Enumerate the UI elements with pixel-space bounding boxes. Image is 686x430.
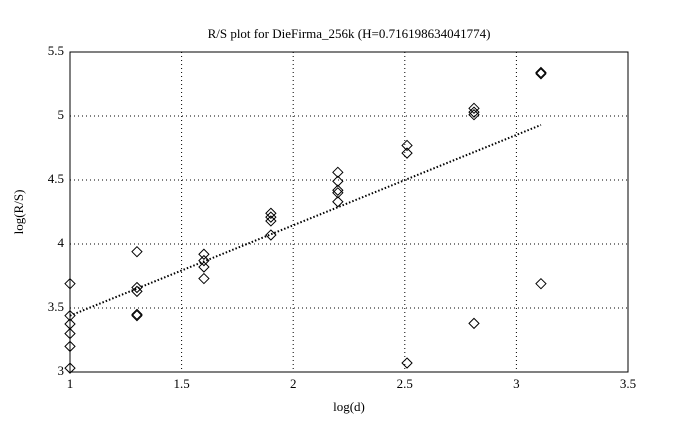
data-point: [131, 285, 143, 298]
data-point: [131, 281, 143, 294]
data-point: [131, 308, 143, 321]
data-point: [131, 309, 143, 322]
data-point: [535, 66, 547, 79]
data-point: [265, 207, 277, 219]
data-point: [265, 229, 277, 241]
data-point: [535, 68, 547, 80]
x-tick-label: 1: [67, 376, 74, 391]
data-point: [131, 245, 143, 258]
data-point: [332, 175, 344, 187]
y-tick-label: 3: [58, 363, 65, 378]
fit-line: [69, 124, 542, 317]
data-point: [265, 211, 277, 223]
data-point: [535, 277, 547, 290]
y-tick-label: 5: [58, 107, 65, 122]
plot-frame: [69, 51, 629, 373]
data-point: [64, 340, 76, 353]
x-tick-label: 1.5: [173, 376, 189, 391]
y-axis-label: log(R/S): [11, 190, 26, 235]
data-point: [265, 215, 277, 227]
y-tick-label: 4.5: [48, 171, 64, 186]
data-point: [332, 166, 344, 179]
y-tick-label: 5.5: [48, 43, 64, 58]
y-tick-label: 4: [58, 235, 65, 250]
data-point: [64, 362, 76, 374]
x-tick-label: 2: [290, 376, 297, 391]
chart-title: R/S plot for DieFirma_256k (H=0.71619863…: [208, 26, 491, 41]
y-tick-label: 3.5: [48, 299, 64, 314]
data-point: [401, 357, 413, 369]
data-point: [332, 184, 344, 196]
x-tick-label: 3.5: [620, 376, 636, 391]
x-axis-label: log(d): [333, 399, 365, 414]
x-tick-label: 3: [513, 376, 520, 391]
data-point: [401, 139, 413, 152]
data-point: [401, 147, 413, 159]
data-point: [332, 187, 344, 199]
data-point: [198, 272, 210, 285]
data-point: [332, 196, 344, 208]
data-point: [468, 317, 480, 330]
data-point: [468, 102, 480, 115]
data-point: [198, 254, 210, 267]
data-point: [198, 261, 210, 273]
data-point: [468, 109, 480, 121]
data-point: [468, 106, 480, 118]
data-point: [64, 277, 76, 290]
data-point: [64, 327, 76, 340]
data-point: [198, 248, 210, 260]
x-tick-label: 2.5: [397, 376, 413, 391]
